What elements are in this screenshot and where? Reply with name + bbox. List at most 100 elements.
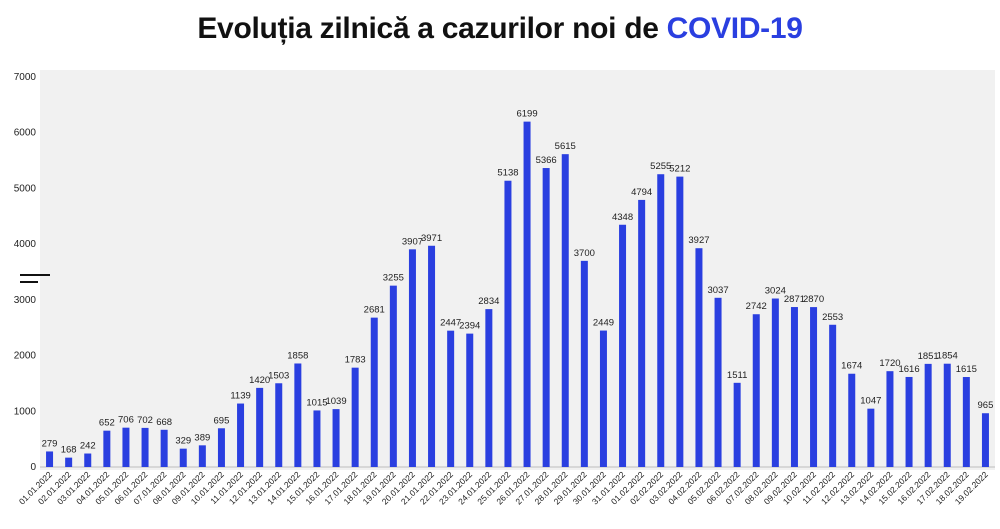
data-label: 706 [118,415,134,426]
bar [714,297,722,467]
data-label: 1139 [230,391,250,402]
data-label: 3927 [688,235,709,246]
bar [733,382,741,467]
bar [695,248,703,467]
data-label: 5366 [536,155,557,166]
data-label: 2447 [440,318,461,329]
bar [275,383,283,467]
data-label: 1720 [879,358,900,369]
bar [141,427,149,467]
chart-title-highlight: COVID-19 [666,12,803,45]
bar [122,427,130,467]
bar [217,428,225,467]
bar [428,245,436,467]
bar [84,453,92,467]
data-label: 1616 [898,364,919,375]
data-label: 965 [978,400,994,411]
data-label: 702 [137,415,153,426]
data-label: 3907 [402,236,423,247]
bar [46,451,54,467]
data-label: 2742 [746,301,767,312]
chart-title-main: Evoluția zilnică a cazurilor noi de [197,12,667,45]
data-label: 242 [80,441,96,452]
data-label: 1851 [918,351,939,362]
data-label: 1615 [956,364,977,375]
bar [504,180,512,468]
y-tick-label: 2000 [14,351,37,362]
data-label: 279 [42,438,58,449]
bar [962,377,970,467]
data-label: 5615 [555,141,576,152]
data-label: 3024 [765,286,786,297]
data-label: 3255 [383,273,404,284]
bar [237,403,245,467]
data-label: 3971 [421,233,442,244]
bar [485,309,493,467]
bar [466,333,474,467]
bar [657,174,665,467]
bar [829,324,837,467]
y-tick-label: 6000 [14,128,37,139]
data-label: 1511 [727,370,747,381]
data-label: 6199 [516,109,537,120]
bar [256,387,264,467]
data-label: 3037 [707,285,728,296]
data-label: 4794 [631,187,652,198]
bar [389,285,397,467]
data-label: 5138 [497,168,518,179]
data-label: 168 [61,445,77,456]
bar [886,371,894,467]
data-label: 2553 [822,312,843,323]
data-label: 2449 [593,318,614,329]
bar [619,224,627,467]
data-label: 1420 [249,375,270,386]
bar [198,445,206,467]
bar [332,409,340,467]
y-tick-label: 5000 [14,183,37,194]
data-label: 1783 [345,355,366,366]
bar [771,298,779,467]
bar [561,154,569,467]
bar [523,121,531,468]
data-label: 668 [156,417,172,428]
data-label: 1039 [325,396,346,407]
bar [848,373,856,467]
data-label: 5212 [669,164,690,175]
data-label: 2394 [459,321,480,332]
bar [408,249,416,467]
data-label: 329 [175,436,191,447]
data-label: 695 [214,415,230,426]
bar [981,413,989,467]
data-label: 2870 [803,294,824,305]
bar [867,408,875,467]
y-tick-label: 3000 [14,295,37,306]
y-tick-label: 4000 [14,239,37,250]
bar [676,176,684,468]
data-label: 652 [99,418,115,429]
y-tick-label: 7000 [14,72,37,83]
data-label: 1674 [841,361,862,372]
data-label: 1858 [287,350,308,361]
bar [752,314,760,467]
data-label: 4348 [612,212,633,223]
axis-marker-line-bottom [20,281,38,283]
data-label: 5255 [650,161,671,172]
data-label: 1503 [268,370,289,381]
bar [599,330,607,467]
data-label: 2681 [364,305,385,316]
bar [65,457,73,467]
y-tick-label: 0 [30,462,36,473]
bar [905,376,913,467]
y-tick-label: 1000 [14,406,37,417]
data-label: 3700 [574,248,595,259]
data-label: 1047 [860,396,881,407]
bar [580,260,588,467]
bar [542,168,550,467]
bar [924,363,932,467]
data-label: 2871 [784,294,805,305]
data-label: 1015 [306,397,327,408]
data-label: 389 [194,432,210,443]
bar [313,410,321,467]
bar [351,367,359,467]
